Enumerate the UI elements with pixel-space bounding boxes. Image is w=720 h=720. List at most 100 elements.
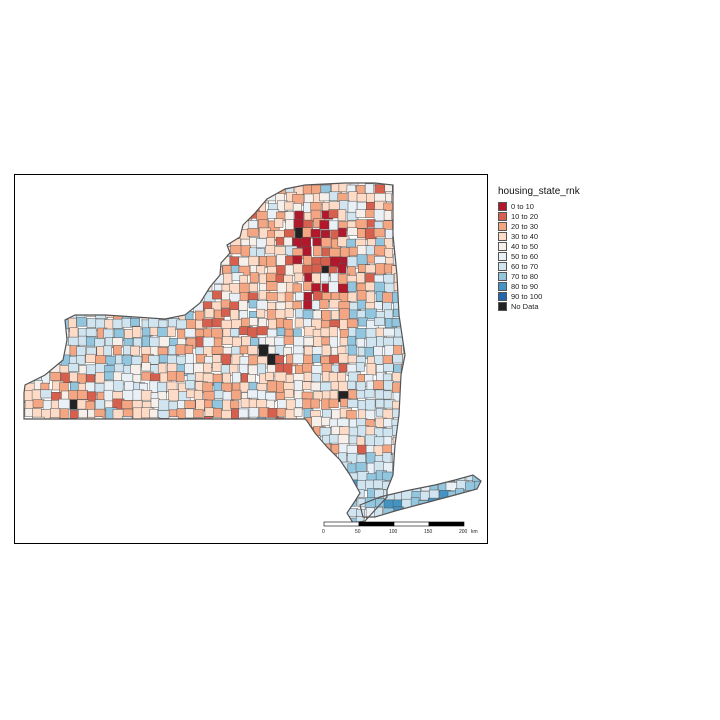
municipality-cell <box>42 498 52 511</box>
municipality-cell <box>32 363 42 374</box>
municipality-cell <box>195 256 207 269</box>
municipality-cell <box>400 320 412 330</box>
municipality-cell <box>428 400 441 411</box>
municipality-cell <box>132 220 144 232</box>
municipality-cell <box>231 408 240 420</box>
municipality-cell <box>439 282 450 294</box>
municipality-cell <box>24 247 28 259</box>
municipality-cell <box>482 446 488 458</box>
municipality-cell <box>157 452 169 465</box>
municipality-cell <box>67 515 79 523</box>
municipality-cell <box>186 418 196 431</box>
municipality-cell <box>24 192 26 205</box>
municipality-cell <box>328 220 339 232</box>
municipality-cell <box>159 299 171 311</box>
municipality-cell <box>474 363 481 375</box>
municipality-cell <box>15 310 23 319</box>
municipality-cell <box>268 318 277 330</box>
municipality-cell <box>438 381 449 391</box>
municipality-cell <box>193 409 204 418</box>
municipality-cell <box>330 480 342 492</box>
municipality-cell <box>40 328 49 339</box>
municipality-cell <box>265 452 278 465</box>
municipality-cell <box>42 525 54 533</box>
municipality-cell <box>465 229 477 240</box>
municipality-cell <box>60 473 70 483</box>
municipality-cell <box>24 454 36 464</box>
municipality-cell <box>149 526 158 534</box>
municipality-cell <box>24 356 34 367</box>
municipality-cell <box>185 518 196 523</box>
municipality-cell <box>203 362 212 373</box>
municipality-cell <box>86 426 97 438</box>
municipality-cell <box>420 337 433 347</box>
municipality-cell <box>42 219 55 230</box>
municipality-cell <box>50 336 61 345</box>
municipality-cell <box>231 418 244 427</box>
municipality-cell <box>221 183 233 187</box>
municipality-cell <box>220 508 231 520</box>
municipality-cell <box>168 183 177 195</box>
municipality-cell <box>24 472 34 485</box>
municipality-cell <box>474 183 481 187</box>
municipality-cell <box>230 309 239 322</box>
municipality-cell <box>24 200 25 210</box>
municipality-cell <box>142 247 153 258</box>
municipality-cell <box>41 344 53 353</box>
municipality-cell <box>186 264 197 275</box>
municipality-cell <box>33 247 42 257</box>
municipality-cell <box>24 489 35 502</box>
scale-tick-100: 100 <box>389 529 398 535</box>
municipality-cell <box>50 227 62 240</box>
municipality-cell <box>482 426 488 437</box>
municipality-cell <box>364 389 375 399</box>
municipality-cell <box>473 445 481 458</box>
municipality-cell <box>445 399 456 411</box>
municipality-cell <box>115 184 127 197</box>
municipality-cell <box>185 255 199 266</box>
municipality-cell <box>454 192 464 202</box>
municipality-cell <box>140 472 153 482</box>
municipality-cell <box>33 201 44 212</box>
municipality-cell <box>212 246 225 257</box>
municipality-cell <box>169 479 181 489</box>
municipality-cell <box>454 200 464 213</box>
municipality-cell <box>454 227 465 240</box>
municipality-cell <box>402 184 413 197</box>
municipality-cell <box>150 256 163 266</box>
municipality-cell <box>418 436 428 448</box>
municipality-cell <box>169 212 181 223</box>
municipality-cell <box>59 183 72 187</box>
municipality-cell <box>348 191 358 202</box>
municipality-cell <box>231 209 241 221</box>
municipality-cell <box>437 193 447 205</box>
municipality-cell <box>130 481 142 494</box>
municipality-cell <box>51 193 63 203</box>
municipality-cell <box>438 229 447 239</box>
municipality-cell <box>329 488 342 501</box>
municipality-cell <box>151 436 161 447</box>
municipality-cell <box>393 345 402 356</box>
municipality-cell <box>438 526 447 536</box>
municipality-cell <box>169 290 182 300</box>
municipality-cell <box>112 490 122 502</box>
municipality-cell <box>302 499 313 511</box>
municipality-cell <box>239 183 250 194</box>
legend-label: 60 to 70 <box>511 261 539 271</box>
municipality-cell <box>132 436 144 448</box>
municipality-cell <box>429 202 440 212</box>
municipality-cell <box>402 400 414 412</box>
municipality-cell <box>409 247 421 258</box>
municipality-cell <box>130 454 142 463</box>
legend-label: 50 to 60 <box>511 251 539 261</box>
municipality-cell <box>409 390 421 400</box>
legend-item: No Data <box>498 301 618 311</box>
municipality-cell <box>95 282 105 292</box>
legend-label: 30 to 40 <box>511 231 539 241</box>
municipality-cell <box>411 372 421 385</box>
municipality-cell <box>474 398 481 410</box>
municipality-cell <box>33 452 46 462</box>
municipality-cell <box>428 218 440 231</box>
municipality-cell <box>347 227 358 236</box>
municipality-cell <box>473 499 481 510</box>
